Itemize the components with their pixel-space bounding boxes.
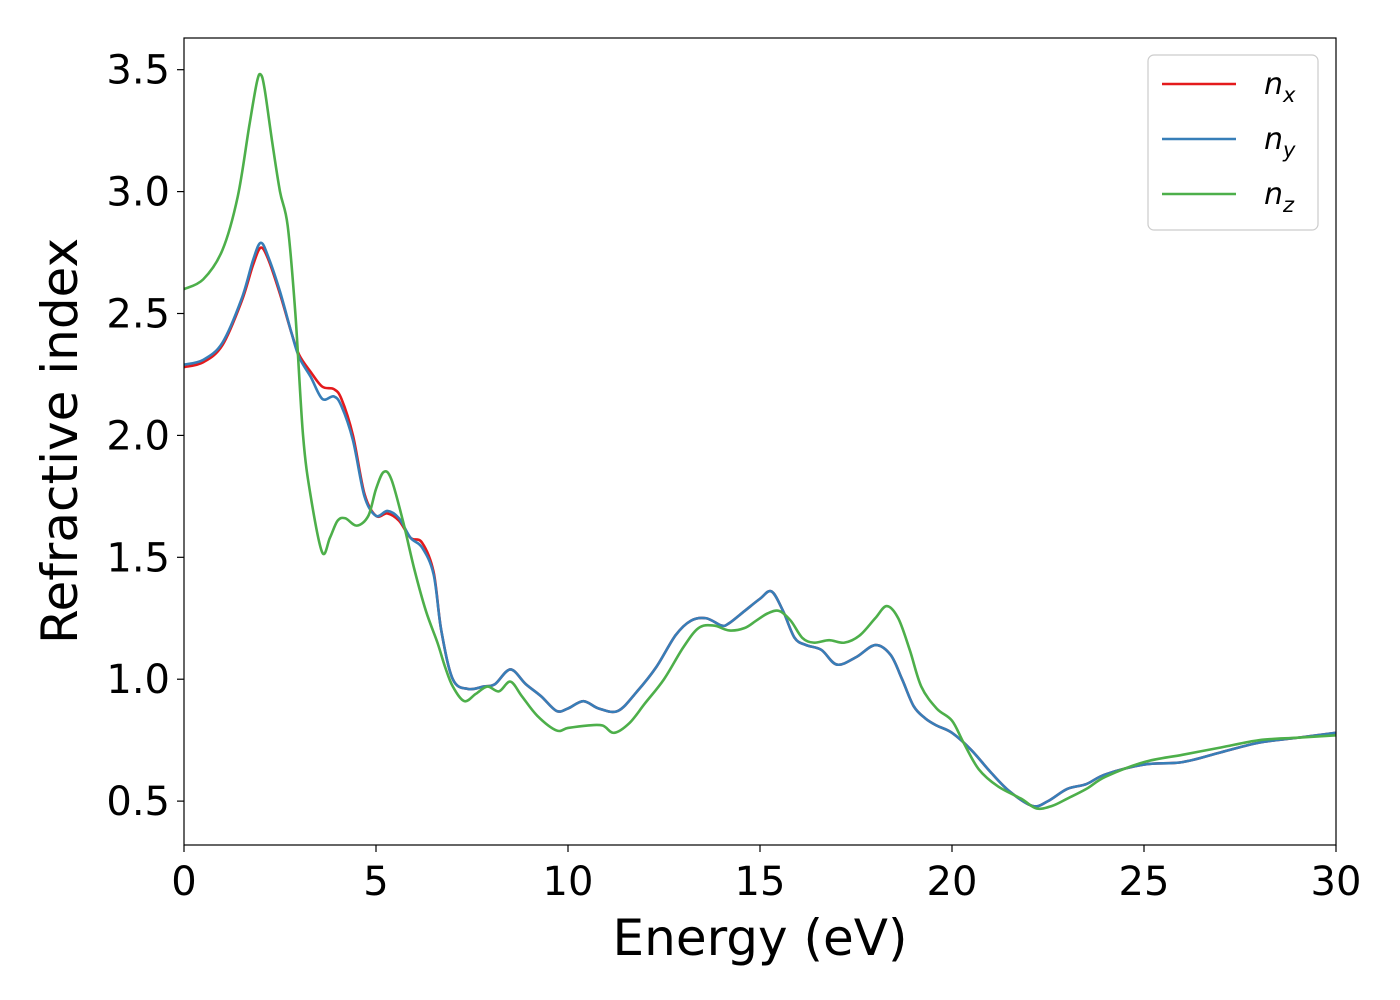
y-tick-label: 3.0 [106,170,170,216]
x-tick-label: 0 [171,859,196,905]
x-tick-label: 25 [1119,859,1170,905]
x-tick-label: 20 [927,859,978,905]
x-tick-label: 15 [735,859,786,905]
series-line-ny [183,241,1337,808]
x-axis-title: Energy (eV) [613,909,908,967]
legend-label-nz: nz [1264,177,1295,217]
x-tick-label: 10 [543,859,594,905]
y-tick-label: 2.0 [106,413,170,459]
y-tick-label: 2.5 [106,292,170,338]
y-axis-title: Refractive index [31,238,89,644]
y-axis: 0.5 1.0 1.5 2.0 2.5 3.0 3.5 [106,48,184,825]
series-line-nz [183,72,1337,811]
legend-label-nx: nx [1264,67,1296,107]
series-layer [183,72,1337,811]
y-tick-label: 1.0 [106,657,170,703]
x-tick-label: 30 [1311,859,1362,905]
x-axis: 0 5 10 15 20 25 30 [171,845,1361,905]
y-tick-label: 0.5 [106,779,170,825]
y-tick-label: 1.5 [106,535,170,581]
legend-box [1147,54,1319,231]
x-tick-label: 5 [363,859,388,905]
legend-label-ny: ny [1264,122,1296,162]
y-tick-label: 3.5 [106,48,170,94]
legend: nx ny nz [1147,54,1319,231]
